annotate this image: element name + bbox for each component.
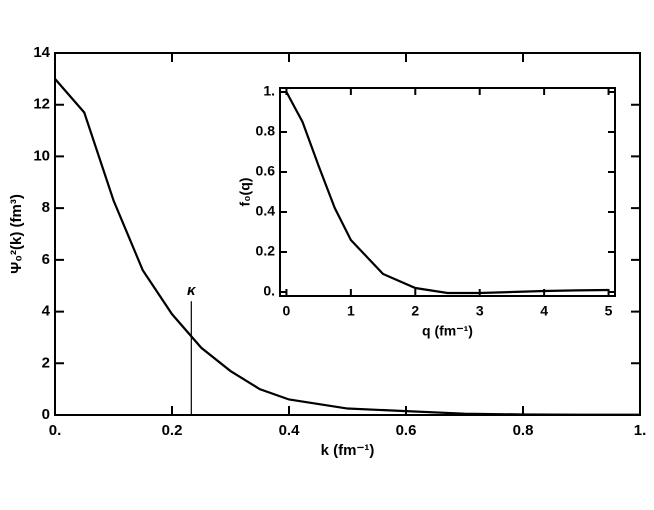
x-tick-label: 5 bbox=[605, 303, 613, 319]
plot-frame bbox=[279, 87, 616, 297]
x-tick-label: 3 bbox=[476, 303, 484, 319]
y-tick-label: 1. bbox=[263, 83, 275, 99]
y-tick-label: 10 bbox=[33, 147, 50, 164]
x-tick-label: 0.4 bbox=[279, 422, 301, 439]
y-tick-label: 12 bbox=[33, 96, 50, 113]
x-tick-label: 2 bbox=[411, 303, 419, 319]
x-tick-label: 0.2 bbox=[162, 422, 183, 439]
y-axis-label: Ψ₀²(k) (fm³) bbox=[8, 194, 25, 274]
x-tick-label: 0 bbox=[283, 303, 291, 319]
y-tick-label: 8 bbox=[42, 199, 50, 216]
y-tick-label: 6 bbox=[42, 251, 50, 268]
x-axis-label: k (fm⁻¹) bbox=[321, 442, 375, 459]
data-line bbox=[285, 91, 609, 295]
data-line bbox=[54, 78, 640, 416]
x-tick-label: 4 bbox=[540, 303, 548, 319]
y-tick-label: 0.4 bbox=[256, 203, 276, 219]
y-axis-label: f₀(q) bbox=[237, 178, 253, 207]
x-tick-label: 0.8 bbox=[513, 422, 534, 439]
x-tick-label: 0.6 bbox=[396, 422, 417, 439]
y-tick-label: 0.8 bbox=[256, 123, 276, 139]
x-tick-label: 0. bbox=[49, 422, 62, 439]
annotation-label: κ bbox=[187, 282, 197, 299]
x-tick-label: 1 bbox=[347, 303, 355, 319]
x-axis-label: q (fm⁻¹) bbox=[422, 323, 473, 339]
y-tick-label: 2 bbox=[42, 354, 50, 371]
x-tick-label: 1. bbox=[634, 422, 647, 439]
y-tick-label: 14 bbox=[33, 44, 50, 61]
y-tick-label: 0 bbox=[42, 406, 50, 423]
y-tick-label: 0.6 bbox=[256, 163, 276, 179]
y-tick-label: 4 bbox=[42, 303, 51, 320]
y-tick-label: 0.2 bbox=[256, 243, 276, 259]
y-tick-label: 0. bbox=[263, 283, 275, 299]
